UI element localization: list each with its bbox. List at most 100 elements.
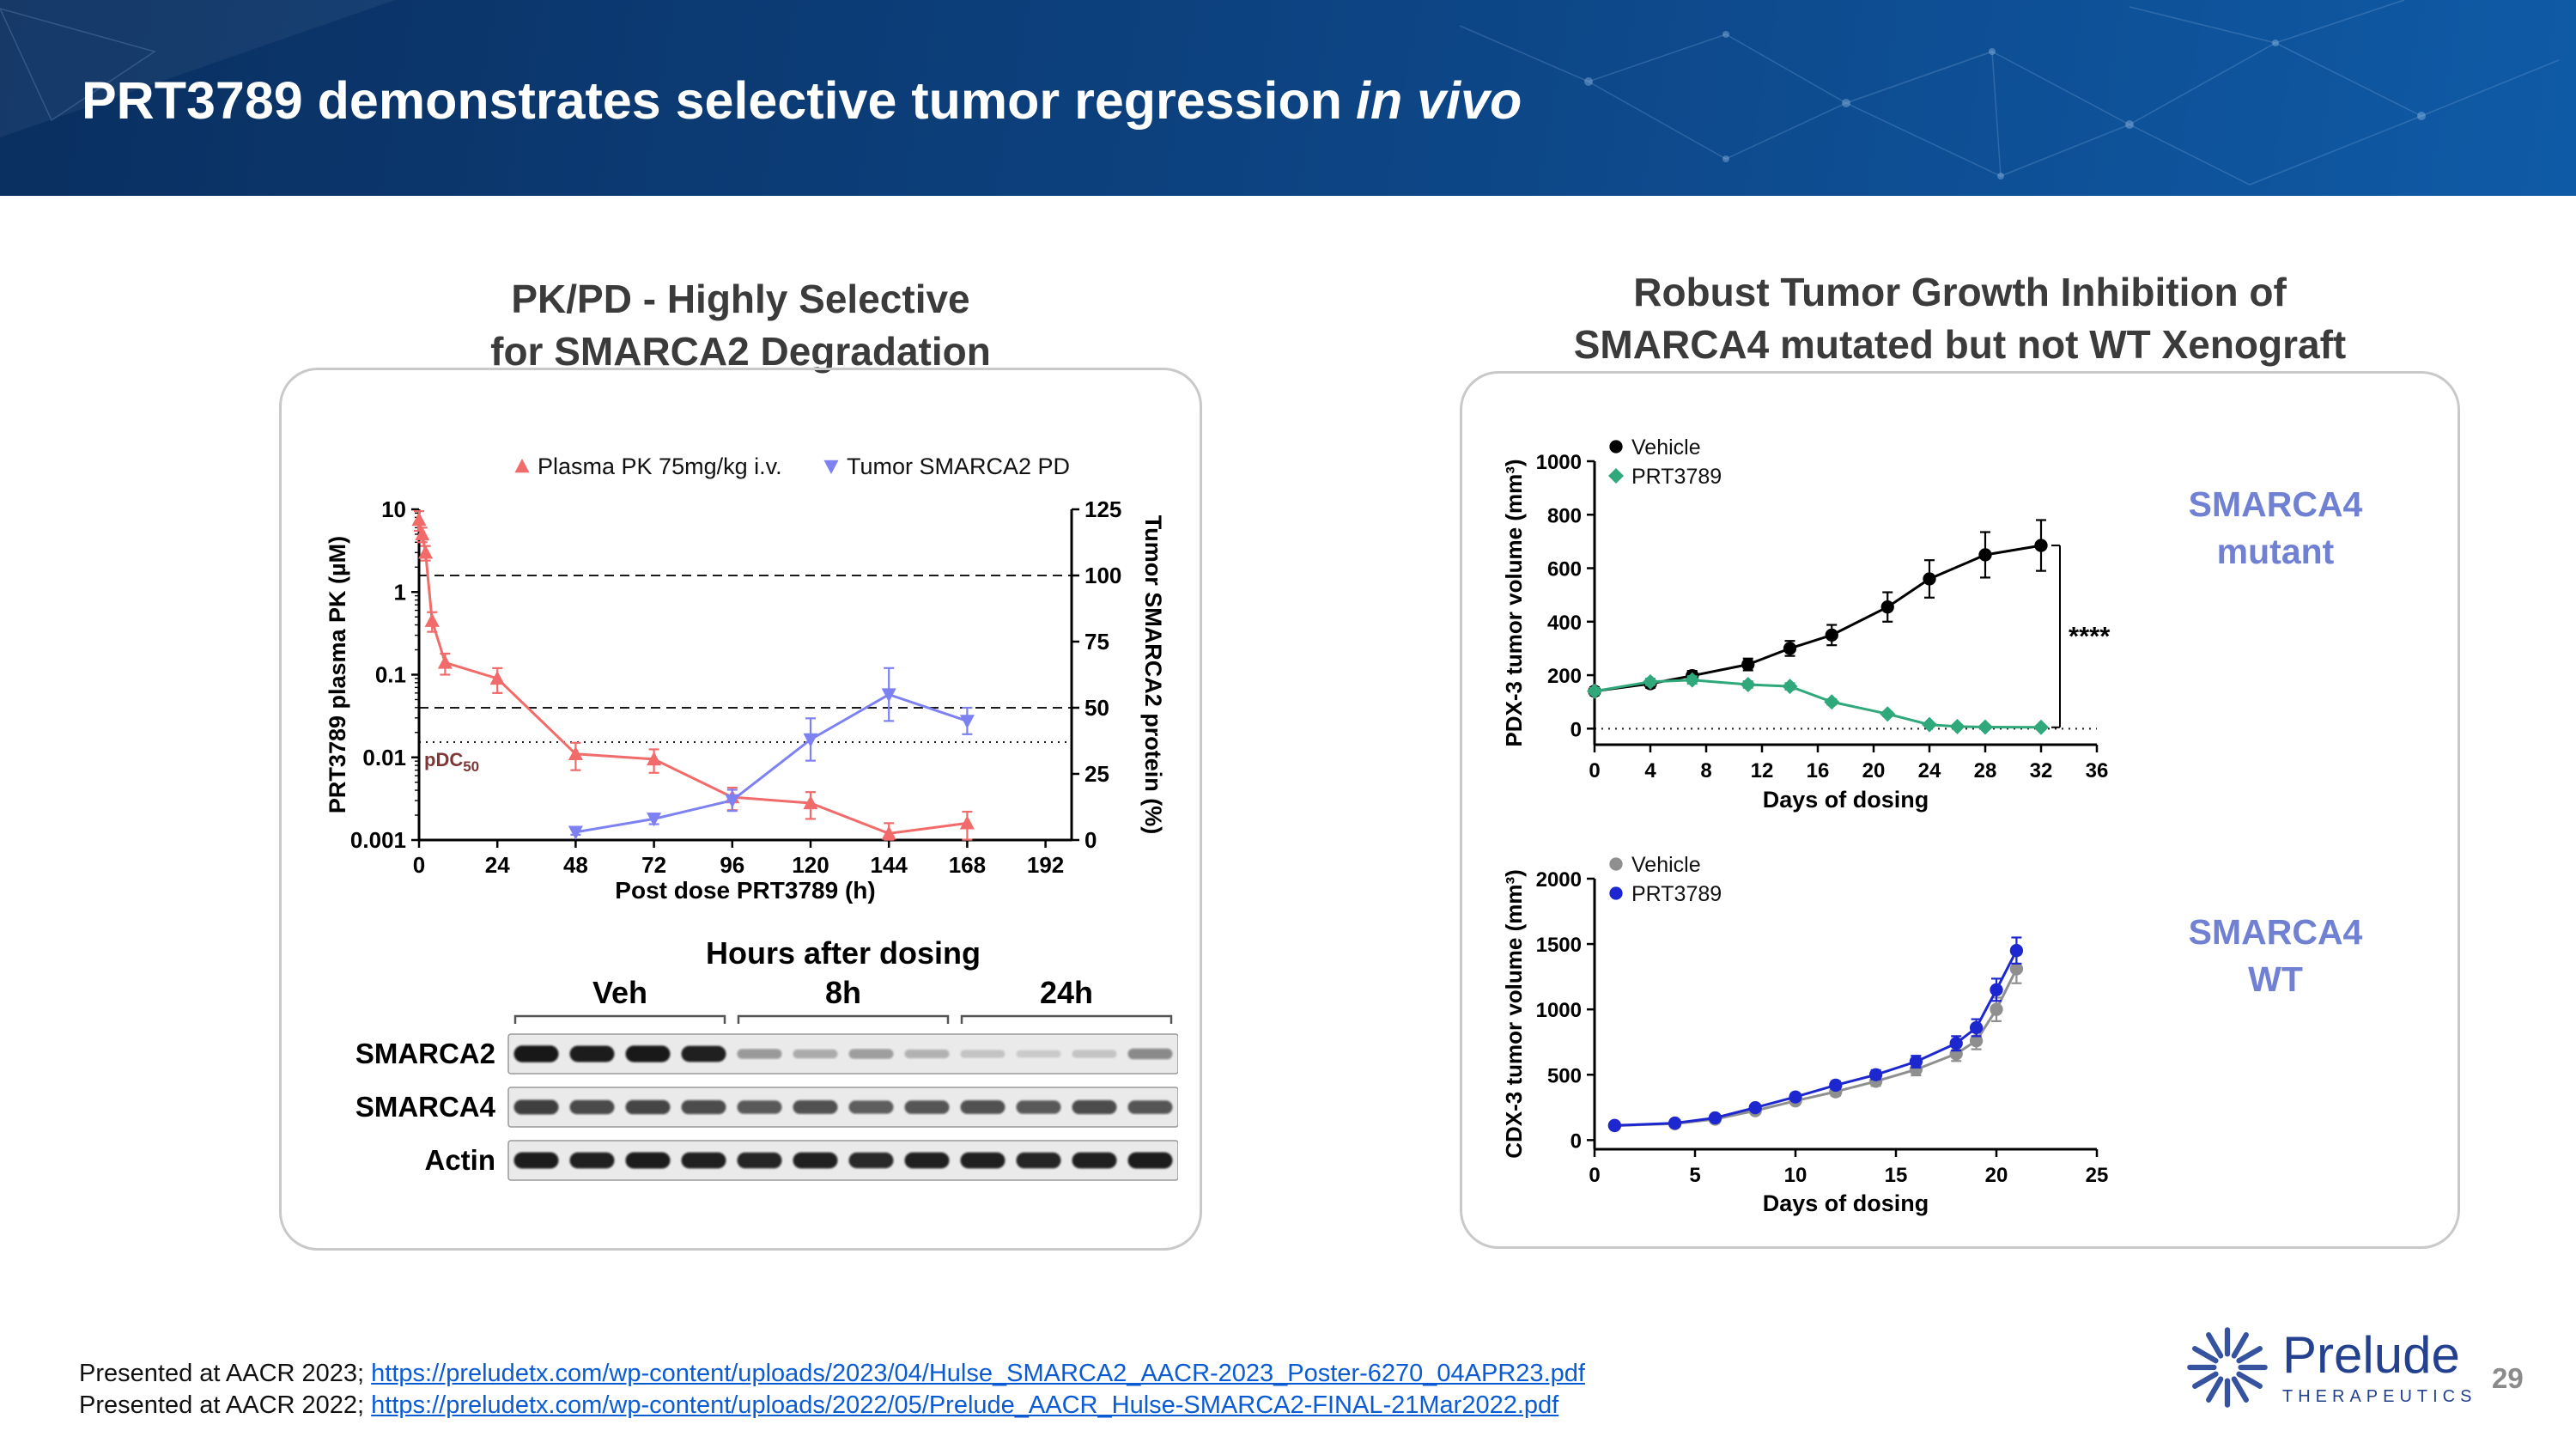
footer-citation-2023-prefix: Presented at AACR 2023; <box>79 1360 372 1387</box>
svg-text:24h: 24h <box>1040 975 1093 1010</box>
svg-text:12: 12 <box>1751 759 1774 782</box>
left-panel-title-line1: PK/PD - Highly Selective <box>511 277 970 321</box>
prelude-starburst-icon <box>2187 1327 2268 1408</box>
svg-text:96: 96 <box>720 852 744 878</box>
slide-title-italic: in vivo <box>1356 71 1522 130</box>
svg-text:Post dose PRT3789 (h): Post dose PRT3789 (h) <box>615 877 875 904</box>
smarca4-wt-label: SMARCA4 WT <box>2155 909 2396 1004</box>
svg-text:0: 0 <box>1084 827 1097 853</box>
svg-text:PRT3789: PRT3789 <box>1631 465 1722 489</box>
svg-text:1000: 1000 <box>1536 999 1582 1022</box>
svg-text:168: 168 <box>949 852 986 878</box>
page-number: 29 <box>2492 1362 2524 1394</box>
left-panel-title-line2: for SMARCA2 Degradation <box>490 328 991 374</box>
svg-text:0: 0 <box>1589 759 1600 782</box>
footer-citation-2022-link[interactable]: https://preludetx.com/wp-content/uploads… <box>371 1391 1559 1419</box>
prelude-logo-text: Prelude THERAPEUTICS <box>2282 1326 2477 1406</box>
svg-text:pDC50: pDC50 <box>424 749 479 775</box>
svg-text:144: 144 <box>871 852 908 878</box>
left-panel-border <box>279 368 1202 1251</box>
western-blot: Hours after dosing Veh 8h 24h SMARCA2 SMARCA4… <box>319 935 1179 1221</box>
footer-citation-2022-prefix: Presented at AACR 2022; <box>79 1391 372 1419</box>
svg-text:CDX-3 tumor volume (mm³): CDX-3 tumor volume (mm³) <box>1501 869 1527 1159</box>
svg-text:0: 0 <box>1589 1164 1600 1187</box>
svg-text:120: 120 <box>792 852 829 878</box>
svg-text:20: 20 <box>1862 759 1886 782</box>
right-panel-title-line2: SMARCA4 mutated but not WT Xenograft <box>1573 321 2347 367</box>
svg-text:24: 24 <box>1918 759 1941 782</box>
prelude-logo: Prelude THERAPEUTICS <box>2183 1323 2476 1412</box>
svg-text:36: 36 <box>2086 759 2109 782</box>
svg-text:500: 500 <box>1547 1064 1582 1087</box>
svg-text:Days of dosing: Days of dosing <box>1763 1190 1929 1216</box>
svg-text:5: 5 <box>1689 1164 1700 1187</box>
header-banner: PRT3789 demonstrates selective tumor reg… <box>0 0 2576 196</box>
svg-text:125: 125 <box>1084 496 1121 522</box>
svg-text:0.01: 0.01 <box>362 745 406 770</box>
svg-text:1000: 1000 <box>1536 451 1582 474</box>
smarca4-wt-label-line2: WT <box>2248 959 2303 1000</box>
slide-title: PRT3789 demonstrates selective tumor reg… <box>82 70 1522 131</box>
svg-text:100: 100 <box>1084 563 1121 588</box>
network-decoration-graphic <box>0 0 2560 186</box>
svg-text:4: 4 <box>1644 759 1656 782</box>
svg-text:0: 0 <box>1571 1129 1582 1153</box>
svg-text:2000: 2000 <box>1536 868 1582 892</box>
smarca4-mutant-label-line1: SMARCA4 <box>2188 484 2363 524</box>
svg-text:1500: 1500 <box>1536 934 1582 957</box>
footer-citation-2023-link[interactable]: https://preludetx.com/wp-content/uploads… <box>371 1360 1585 1387</box>
svg-text:Tumor SMARCA2 protein (%): Tumor SMARCA2 protein (%) <box>1140 515 1166 835</box>
svg-text:Days of dosing: Days of dosing <box>1763 787 1929 813</box>
svg-text:0.1: 0.1 <box>375 662 406 688</box>
svg-text:0: 0 <box>413 852 425 878</box>
svg-text:PRT3789 plasma PK (µM): PRT3789 plasma PK (µM) <box>325 536 350 813</box>
pdx-tumor-chart: 0 4 8 12 16 20 24 28 32 36 0 200 400 600 800 1000 **** Ve… <box>1496 423 2217 835</box>
svg-text:0: 0 <box>1571 718 1582 741</box>
svg-text:48: 48 <box>563 852 588 878</box>
footer-citation-2023: Presented at AACR 2023; https://preludet… <box>79 1360 1585 1388</box>
svg-text:192: 192 <box>1027 852 1064 878</box>
prelude-logo-subtitle: THERAPEUTICS <box>2282 1387 2477 1406</box>
smarca4-wt-label-line1: SMARCA4 <box>2188 912 2363 952</box>
svg-text:75: 75 <box>1084 629 1109 654</box>
svg-text:15: 15 <box>1885 1164 1908 1187</box>
svg-text:Vehicle: Vehicle <box>1631 853 1701 877</box>
svg-text:72: 72 <box>641 852 666 878</box>
smarca4-mutant-label-line2: mutant <box>2216 532 2335 572</box>
right-panel-title-line1: Robust Tumor Growth Inhibition of <box>1633 270 2287 314</box>
svg-text:1: 1 <box>394 579 406 605</box>
svg-text:SMARCA4: SMARCA4 <box>355 1091 496 1123</box>
svg-text:Vehicle: Vehicle <box>1631 435 1701 460</box>
svg-text:Hours after dosing: Hours after dosing <box>706 938 981 971</box>
svg-text:200: 200 <box>1547 665 1582 688</box>
svg-text:20: 20 <box>1985 1164 2008 1187</box>
svg-text:50: 50 <box>1084 695 1109 721</box>
footer-citation-2022: Presented at AACR 2022; https://preludet… <box>79 1391 1558 1420</box>
svg-text:400: 400 <box>1547 612 1582 635</box>
cdx-tumor-chart: 0 5 10 15 20 25 0 500 1000 1500 2000 Vehicle PRT3789… <box>1496 840 2217 1239</box>
smarca4-mutant-label: SMARCA4 mutant <box>2155 481 2396 576</box>
svg-text:8: 8 <box>1700 759 1711 782</box>
svg-text:28: 28 <box>1974 759 1997 782</box>
right-panel-title: Robust Tumor Growth Inhibition of SMARCA… <box>1443 266 2477 370</box>
svg-text:24: 24 <box>485 852 510 878</box>
prelude-logo-name: Prelude <box>2282 1326 2460 1384</box>
svg-text:600: 600 <box>1547 558 1582 581</box>
svg-text:10: 10 <box>1784 1164 1807 1187</box>
svg-text:800: 800 <box>1547 504 1582 527</box>
svg-text:Veh: Veh <box>592 975 647 1010</box>
right-panel-border <box>1460 371 2460 1249</box>
svg-text:10: 10 <box>381 496 406 522</box>
slide-title-main: PRT3789 demonstrates selective tumor reg… <box>82 71 1342 130</box>
svg-text:16: 16 <box>1807 759 1830 782</box>
pkpd-chart: pDC50 0 24 48 72 96 120 144 168 192 0.001 0.01 0.1 1 1… <box>316 428 1175 926</box>
svg-text:Tumor SMARCA2 PD: Tumor SMARCA2 PD <box>847 454 1070 479</box>
svg-text:Plasma PK 75mg/kg i.v.: Plasma PK 75mg/kg i.v. <box>538 454 782 479</box>
svg-text:8h: 8h <box>825 975 861 1010</box>
svg-text:25: 25 <box>2086 1164 2109 1187</box>
svg-text:SMARCA2: SMARCA2 <box>355 1038 495 1069</box>
svg-text:0.001: 0.001 <box>350 827 406 853</box>
svg-text:PDX-3 tumor volume (mm³): PDX-3 tumor volume (mm³) <box>1501 459 1527 746</box>
svg-text:25: 25 <box>1084 761 1109 787</box>
